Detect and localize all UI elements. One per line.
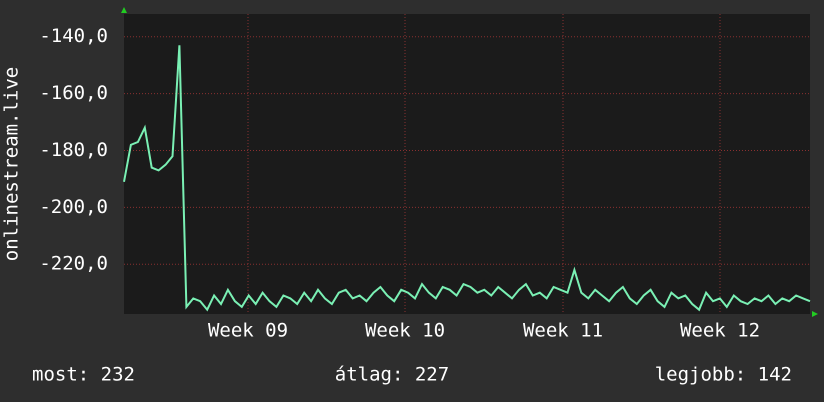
plot-area bbox=[124, 14, 810, 314]
x-tick-label: Week 10 bbox=[365, 320, 445, 342]
x-tick-label: Week 11 bbox=[523, 320, 603, 342]
y-tick-label: -200,0 bbox=[39, 196, 108, 218]
x-tick-label: Week 09 bbox=[208, 320, 288, 342]
y-tick-label: -180,0 bbox=[39, 139, 108, 161]
summary-best: legjobb: 142 bbox=[655, 364, 792, 386]
y-tick-label: -160,0 bbox=[39, 82, 108, 104]
y-tick-label: -140,0 bbox=[39, 25, 108, 47]
axis-arrow bbox=[121, 7, 127, 13]
x-tick-label: Week 12 bbox=[680, 320, 760, 342]
data-line bbox=[123, 45, 811, 312]
summary-current: most: 232 bbox=[32, 364, 135, 386]
y-axis-title: onlinestream.live bbox=[1, 67, 23, 261]
summary-average: átlag: 227 bbox=[335, 364, 449, 386]
axis-arrow bbox=[812, 311, 818, 317]
y-tick-label: -220,0 bbox=[39, 253, 108, 275]
